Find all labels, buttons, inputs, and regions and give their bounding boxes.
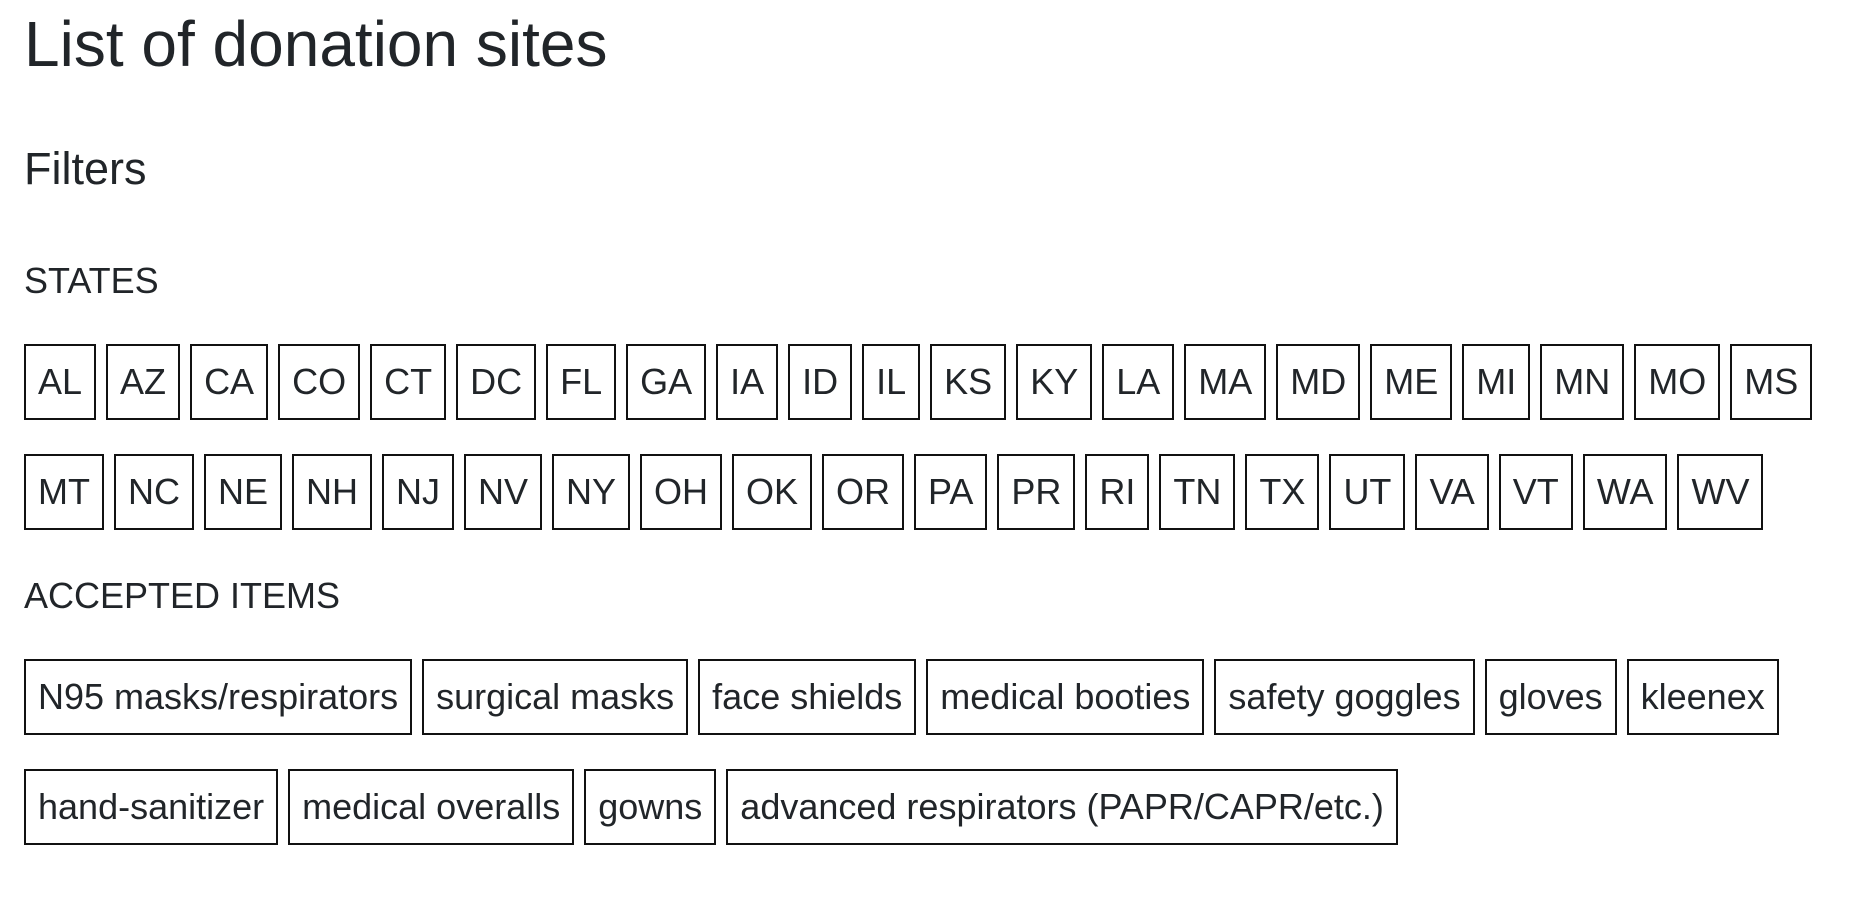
state-filter-button[interactable]: IL — [862, 344, 921, 420]
item-filter-button[interactable]: medical overalls — [288, 769, 575, 845]
page-title: List of donation sites — [24, 8, 608, 80]
item-filter-button[interactable]: kleenex — [1626, 659, 1779, 735]
state-filter-button[interactable]: CT — [370, 344, 447, 420]
filters-heading: Filters — [24, 143, 147, 194]
state-filter-button[interactable]: MA — [1184, 344, 1267, 420]
item-filter-button[interactable]: N95 masks/respirators — [24, 659, 413, 735]
state-filter-button[interactable]: PR — [997, 454, 1076, 530]
state-filter-button[interactable]: CA — [190, 344, 269, 420]
state-filter-button[interactable]: AZ — [106, 344, 181, 420]
state-filter-button[interactable]: KY — [1016, 344, 1093, 420]
state-filter-button[interactable]: MT — [24, 454, 104, 530]
state-filter-button[interactable]: MO — [1634, 344, 1721, 420]
item-filter-button[interactable]: hand-sanitizer — [24, 769, 279, 845]
state-filter-button[interactable]: CO — [278, 344, 361, 420]
state-filter-button[interactable]: TX — [1245, 454, 1320, 530]
state-filter-button[interactable]: AL — [24, 344, 97, 420]
state-filter-button[interactable]: WA — [1582, 454, 1668, 530]
item-filter-button[interactable]: gowns — [584, 769, 717, 845]
state-filter-button[interactable]: RI — [1085, 454, 1150, 530]
state-filter-button[interactable]: IA — [716, 344, 779, 420]
item-filter-button[interactable]: face shields — [698, 659, 917, 735]
state-filter-button[interactable]: NV — [464, 454, 543, 530]
state-filter-button[interactable]: NJ — [382, 454, 454, 530]
state-filter-button[interactable]: OR — [822, 454, 905, 530]
state-filter-button[interactable]: MN — [1540, 344, 1625, 420]
state-filter-button[interactable]: ME — [1370, 344, 1453, 420]
item-filter-button[interactable]: surgical masks — [422, 659, 689, 735]
accepted-items-heading: ACCEPTED ITEMS — [24, 575, 341, 616]
state-filter-button[interactable]: NY — [552, 454, 631, 530]
state-filter-button[interactable]: MI — [1462, 344, 1531, 420]
item-filter-button[interactable]: medical booties — [926, 659, 1205, 735]
state-filter-button[interactable]: NE — [203, 454, 282, 530]
state-filter-button[interactable]: MD — [1276, 344, 1361, 420]
state-filter-button[interactable]: DC — [456, 344, 537, 420]
state-filter-button[interactable]: LA — [1102, 344, 1175, 420]
state-filter-button[interactable]: VA — [1415, 454, 1489, 530]
state-filter-button[interactable]: NC — [113, 454, 194, 530]
item-filter-button[interactable]: gloves — [1484, 659, 1617, 735]
state-filter-button[interactable]: OK — [732, 454, 813, 530]
state-filter-button[interactable]: NH — [292, 454, 372, 530]
states-heading: STATES — [24, 260, 159, 301]
state-filter-button[interactable]: VT — [1498, 454, 1573, 530]
state-filter-button[interactable]: KS — [930, 344, 1007, 420]
accepted-items-filter-list: N95 masks/respirators surgical masks face … — [24, 659, 1832, 845]
state-filter-button[interactable]: PA — [914, 454, 988, 530]
state-filter-button[interactable]: GA — [626, 344, 707, 420]
state-filter-button[interactable]: FL — [546, 344, 617, 420]
state-filter-button[interactable]: WV — [1677, 454, 1764, 530]
item-filter-button[interactable]: advanced respirators (PAPR/CAPR/etc.) — [726, 769, 1398, 845]
state-filter-button[interactable]: TN — [1159, 454, 1236, 530]
state-filter-button[interactable]: UT — [1329, 454, 1406, 530]
state-filter-button[interactable]: MS — [1730, 344, 1813, 420]
item-filter-button[interactable]: safety goggles — [1214, 659, 1475, 735]
state-filter-button[interactable]: ID — [788, 344, 853, 420]
state-filter-button[interactable]: OH — [640, 454, 723, 530]
state-filter-list: AL AZ CA CO CT DC FL GA IA ID IL KS KY LA MA MD ME MI MN MO… — [24, 344, 1832, 530]
